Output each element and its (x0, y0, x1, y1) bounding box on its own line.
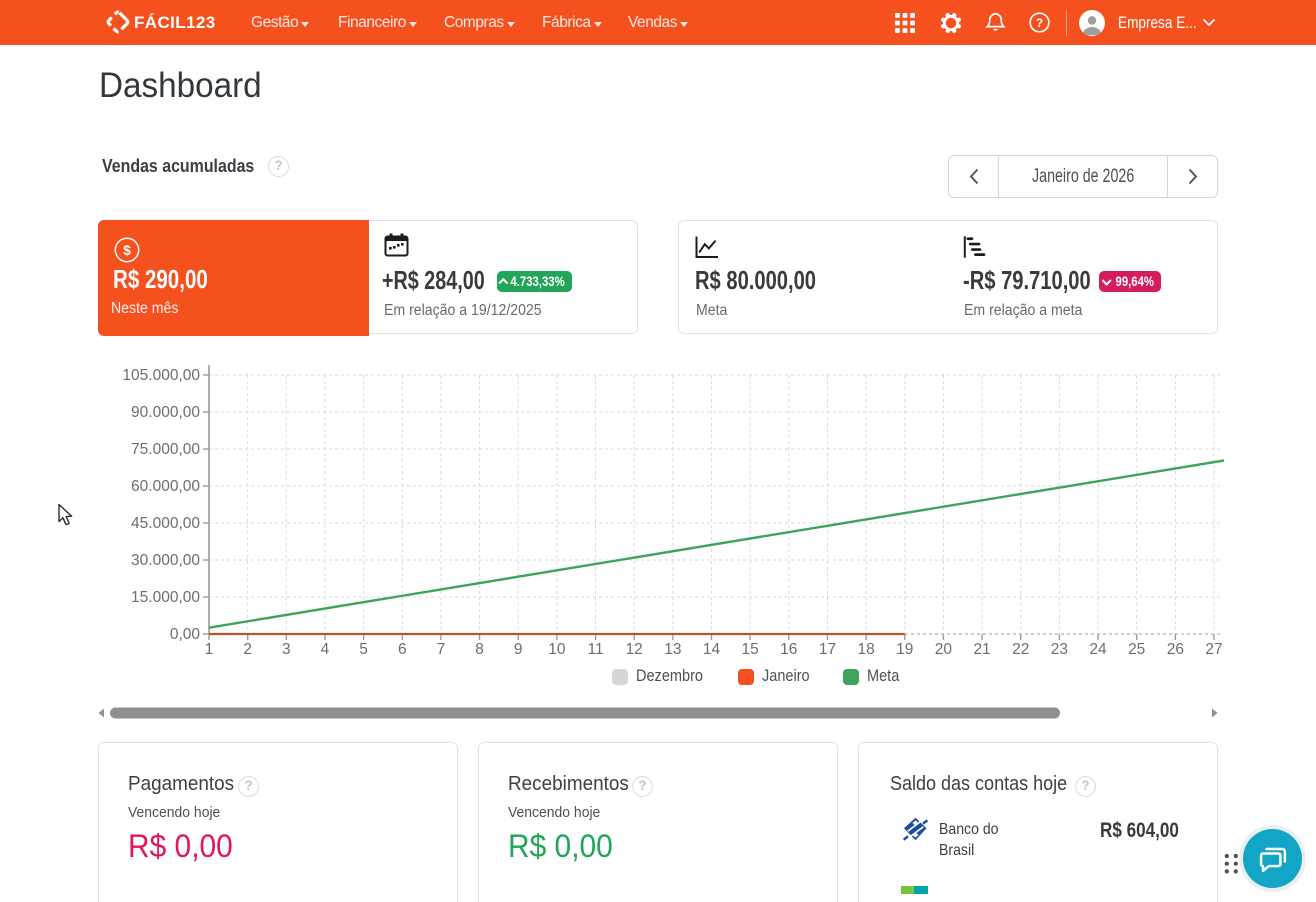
svg-text:19: 19 (896, 641, 913, 658)
svg-text:25: 25 (1128, 641, 1145, 658)
svg-text:13: 13 (664, 641, 681, 658)
svg-text:4: 4 (321, 641, 330, 658)
svg-text:8: 8 (475, 641, 484, 658)
svg-text:21: 21 (973, 641, 990, 658)
svg-text:23: 23 (1051, 641, 1068, 658)
svg-text:30.000,00: 30.000,00 (131, 552, 200, 569)
svg-text:20: 20 (935, 641, 953, 658)
svg-text:17: 17 (819, 641, 836, 658)
svg-text:3: 3 (282, 641, 291, 658)
svg-text:26: 26 (1167, 641, 1184, 658)
svg-text:75.000,00: 75.000,00 (131, 441, 200, 458)
svg-text:?: ? (1036, 16, 1043, 30)
svg-text:1: 1 (205, 641, 214, 658)
svg-text:2: 2 (243, 641, 252, 658)
svg-text:15: 15 (742, 641, 759, 658)
svg-text:18: 18 (857, 641, 874, 658)
svg-text:45.000,00: 45.000,00 (131, 515, 200, 532)
svg-text:$: $ (123, 242, 131, 258)
svg-text:6: 6 (398, 641, 407, 658)
svg-text:11: 11 (587, 641, 603, 658)
svg-text:14: 14 (703, 641, 721, 658)
svg-text:12: 12 (626, 641, 643, 658)
svg-text:7: 7 (437, 641, 446, 658)
svg-text:27: 27 (1205, 641, 1222, 658)
svg-text:90.000,00: 90.000,00 (131, 404, 200, 421)
svg-text:60.000,00: 60.000,00 (131, 478, 200, 495)
svg-text:9: 9 (514, 641, 523, 658)
svg-text:10: 10 (548, 641, 566, 658)
svg-text:5: 5 (359, 641, 368, 658)
svg-text:16: 16 (780, 641, 797, 658)
svg-text:24: 24 (1089, 641, 1107, 658)
svg-text:105.000,00: 105.000,00 (122, 367, 200, 384)
svg-text:0,00: 0,00 (170, 626, 201, 643)
svg-text:22: 22 (1012, 641, 1029, 658)
svg-text:15.000,00: 15.000,00 (131, 589, 200, 606)
